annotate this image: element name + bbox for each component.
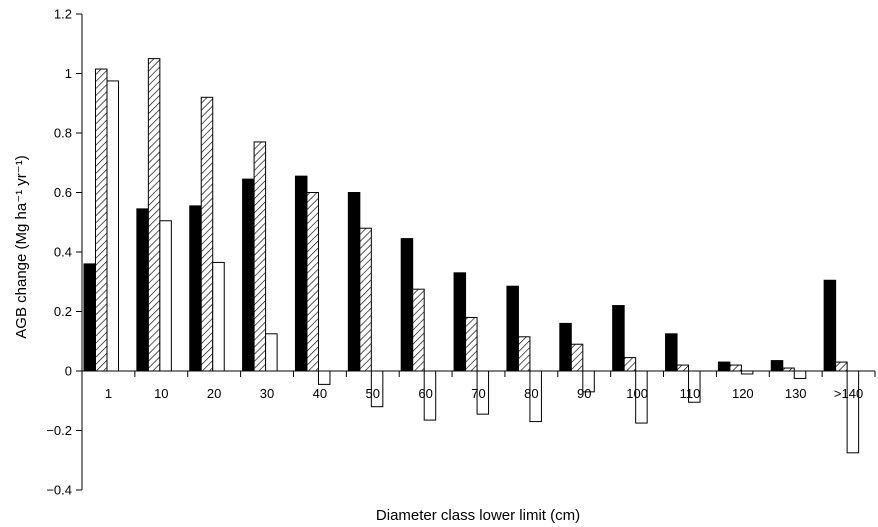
bar-hatched-80 <box>517 336 531 372</box>
bar-solid-20 <box>189 205 202 372</box>
bar-hatched-10 <box>147 58 161 372</box>
bar-solid-130 <box>770 360 784 372</box>
bar-solid-120 <box>717 361 731 372</box>
bar-solid-40 <box>294 175 308 372</box>
bar-solid-110 <box>665 333 678 372</box>
y-tick-label: 0.4 <box>54 245 72 260</box>
x-tick-label: 90 <box>577 386 591 401</box>
bar-solid-50 <box>347 192 361 372</box>
y-tick-label: −0.4 <box>46 483 72 498</box>
bar-open-130 <box>793 370 807 379</box>
y-tick-labels: −0.4 −0.2 0 0.2 0.4 0.6 0.8 1 1.2 <box>46 7 72 498</box>
bar-solid-100 <box>612 305 625 372</box>
bar-open-30 <box>265 333 278 372</box>
bar-hatched-30 <box>253 141 267 372</box>
bar-solid-70 <box>453 272 467 372</box>
bar-solid-90 <box>559 322 572 372</box>
bar-hatched-1 <box>95 68 108 372</box>
bar-hatched-20 <box>200 96 214 372</box>
y-axis-ticks <box>76 13 82 491</box>
x-tick-label: 110 <box>680 386 701 401</box>
x-tick-label: 80 <box>524 386 538 401</box>
bar-hatched-70 <box>465 316 478 372</box>
x-tick-label: >140 <box>834 386 863 401</box>
x-tick-label: 120 <box>732 386 754 401</box>
y-tick-label: −0.2 <box>46 423 72 438</box>
bar-hatched-90 <box>570 343 584 372</box>
bar-hatched-100 <box>623 357 637 372</box>
x-tick-label: 20 <box>207 386 221 401</box>
y-axis-title: AGB change (Mg ha⁻¹ yr⁻¹) <box>13 155 30 338</box>
bar-open-10 <box>159 220 172 372</box>
x-tick-label: 30 <box>260 386 274 401</box>
x-tick-labels: 1 10 20 30 40 50 60 70 80 90 100 110 120 130 >140 <box>105 386 863 401</box>
x-tick-label: 1 <box>105 386 112 401</box>
bar-solid-30 <box>242 178 255 372</box>
x-tick-label: 70 <box>471 386 485 401</box>
x-tick-label: 100 <box>626 386 648 401</box>
bar-hatched-120 <box>729 364 742 372</box>
bar-hatched-60 <box>412 288 425 372</box>
bar-open-1 <box>106 80 119 372</box>
bar-solid-60 <box>400 238 414 372</box>
y-tick-label: 1 <box>65 66 72 81</box>
bar-open-40 <box>317 370 331 385</box>
bars <box>83 58 860 454</box>
bar-solid-1 <box>83 263 96 372</box>
bar-hatched-110 <box>676 364 690 372</box>
bar-solid->140 <box>823 279 837 372</box>
x-tick-label: 60 <box>418 386 432 401</box>
x-tick-label: 130 <box>785 386 807 401</box>
bar-hatched-40 <box>306 192 319 372</box>
x-tick-label: 50 <box>366 386 380 401</box>
x-tick-label: 40 <box>313 386 327 401</box>
y-tick-label: 0.6 <box>54 185 72 200</box>
y-tick-label: 0.2 <box>54 304 72 319</box>
x-tick-label: 10 <box>154 386 168 401</box>
bar-hatched->140 <box>835 361 848 372</box>
bar-hatched-50 <box>359 227 372 372</box>
bar-open->140 <box>846 370 860 454</box>
bar-solid-10 <box>136 208 149 372</box>
x-axis-ticks <box>81 371 876 377</box>
bar-solid-80 <box>506 285 519 372</box>
y-tick-label: 0 <box>65 364 72 379</box>
y-tick-label: 1.2 <box>54 7 72 22</box>
bar-open-20 <box>212 261 225 372</box>
y-tick-label: 0.8 <box>54 126 72 141</box>
x-axis-title: Diameter class lower limit (cm) <box>376 507 580 524</box>
